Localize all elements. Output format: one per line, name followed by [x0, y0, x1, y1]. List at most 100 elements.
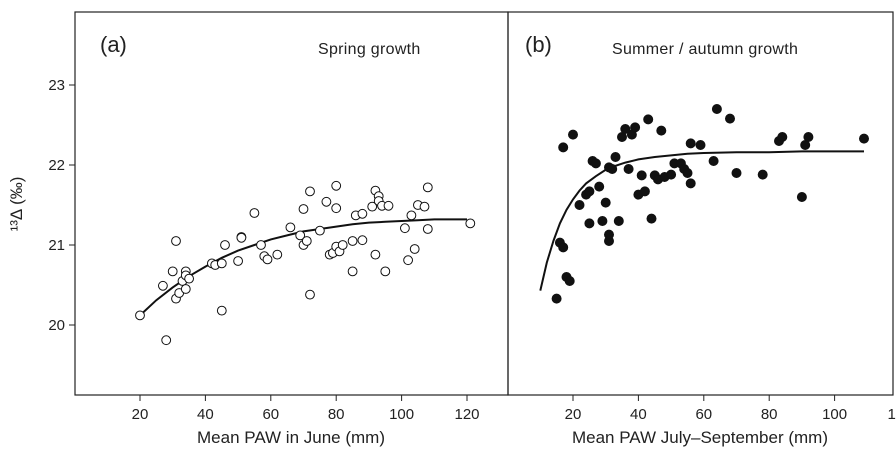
panel-a-data-point	[419, 201, 430, 212]
panel-b-data-point	[600, 197, 611, 208]
panel-b-data-point	[685, 138, 696, 149]
panel-a-x-tick-label: 40	[197, 406, 214, 423]
panel-a-data-point	[216, 258, 227, 269]
panel-a-marks	[135, 180, 476, 346]
panel-b-data-point	[757, 169, 768, 180]
panel-a-x-tick-label: 100	[389, 406, 414, 423]
panel-b-data-point	[604, 229, 615, 240]
panel-a-fit-curve	[139, 218, 467, 317]
panel-a-y-tick-label: 22	[48, 157, 65, 174]
panel-b-data-point	[558, 242, 569, 253]
panel-b-data-point	[643, 114, 654, 125]
panel-b-data-point	[613, 215, 624, 226]
panel-a-data-point	[233, 256, 244, 266]
panel-a-x-axis-title: Mean PAW in June (mm)	[197, 428, 385, 447]
panel-b-data-point	[584, 186, 595, 197]
panel-b-axes: 20 40 60 80 100 120	[565, 395, 896, 423]
panel-b-data-point	[636, 170, 647, 181]
panel-b-data-point	[708, 155, 719, 166]
panel-b-marks	[539, 104, 870, 304]
panel-b: (b) Summer / autumn growth 20 40 60 80 100 12…	[507, 11, 896, 447]
panel-a-data-point	[135, 310, 145, 321]
panel-a-data-point	[216, 305, 227, 316]
panel-b-data-point	[777, 131, 788, 142]
panel-b-x-tick-label: 100	[822, 406, 847, 423]
panel-b-data-point	[590, 158, 601, 169]
panel-a-data-point	[321, 196, 332, 207]
panel-a: (a) Spring growth 20 40 60 80 100 120 20 21 22 23…	[48, 11, 509, 447]
panel-b-data-point	[725, 113, 736, 124]
panel-b-x-tick-label: 120	[887, 406, 896, 423]
panel-b-x-axis-title: Mean PAW July–September (mm)	[572, 428, 828, 447]
panel-a-data-point	[465, 218, 476, 229]
panel-a-data-point	[409, 244, 420, 254]
panel-a-y-tick-label: 21	[48, 237, 65, 254]
panel-b-annotation: Summer / autumn growth	[612, 41, 798, 58]
panel-a-data-point	[406, 210, 417, 221]
panel-b-data-point	[607, 163, 618, 174]
panel-a-y-tick-label: 20	[48, 317, 65, 334]
panel-a-data-point	[403, 255, 414, 266]
panel-a-data-point	[301, 236, 312, 246]
panel-b-data-point	[666, 169, 677, 180]
panel-b-data-point	[656, 125, 667, 136]
panel-a-data-point	[180, 284, 191, 294]
panel-b-frame	[507, 11, 894, 396]
panel-a-data-point	[161, 335, 172, 346]
panel-b-data-point	[639, 186, 650, 197]
panel-a-data-point	[167, 266, 178, 277]
panel-b-data-point	[620, 124, 631, 135]
panel-b-data-point	[711, 104, 722, 115]
panel-a-data-point	[295, 230, 306, 241]
panel-b-data-point	[623, 163, 634, 174]
panel-a-x-tick-label: 120	[454, 406, 479, 423]
panel-a-data-point	[347, 236, 358, 246]
panel-a-data-point	[331, 203, 342, 214]
panel-a-data-point	[383, 200, 394, 211]
panel-a-data-point	[337, 240, 348, 250]
panel-a-data-point	[285, 222, 296, 233]
panel-b-data-point	[630, 122, 641, 133]
panel-b-data-point	[584, 218, 595, 229]
panel-b-x-tick-label: 40	[630, 406, 647, 423]
panel-a-data-point	[256, 240, 266, 250]
panel-a-label: (a)	[100, 32, 127, 57]
panel-a-data-point	[315, 225, 325, 236]
panel-a-data-point	[272, 249, 283, 260]
panel-a-axes: 20 40 60 80 100 120 20 21 22 23	[48, 77, 479, 423]
panel-a-x-tick-label: 80	[328, 406, 345, 423]
panel-b-data-point	[564, 275, 575, 286]
panel-a-data-point	[262, 254, 273, 265]
panel-b-data-point	[682, 167, 693, 178]
panel-a-data-point	[331, 180, 342, 191]
panel-b-data-point	[796, 191, 807, 202]
panel-b-x-tick-label: 60	[695, 406, 712, 423]
panel-a-data-point	[400, 223, 410, 234]
panel-a-data-point	[249, 208, 260, 218]
panel-a-data-point	[357, 235, 368, 246]
panel-b-data-point	[685, 178, 696, 189]
panel-b-data-point	[646, 213, 657, 224]
panel-b-data-point	[568, 129, 579, 140]
panel-b-data-point	[695, 139, 706, 150]
panel-a-data-point	[158, 280, 168, 291]
panel-a-data-point	[305, 289, 315, 300]
panel-a-x-tick-label: 60	[262, 406, 279, 423]
panel-a-data-point	[298, 204, 309, 214]
panel-b-data-point	[859, 133, 870, 144]
panel-a-data-point	[370, 249, 381, 260]
panel-a-data-point	[347, 266, 358, 277]
panel-a-frame	[74, 11, 509, 396]
panel-b-x-tick-label: 20	[565, 406, 582, 423]
panel-b-data-point	[610, 151, 621, 162]
panel-b-x-tick-label: 80	[761, 406, 778, 423]
panel-a-data-point	[171, 236, 181, 246]
panel-a-x-tick-label: 20	[132, 406, 149, 423]
panel-a-data-point	[184, 273, 195, 284]
panel-a-annotation: Spring growth	[318, 41, 421, 58]
panel-b-data-point	[574, 199, 585, 210]
panel-a-data-point	[380, 266, 391, 277]
panel-a-data-point	[422, 182, 433, 193]
panel-b-fit-curve	[539, 150, 864, 291]
